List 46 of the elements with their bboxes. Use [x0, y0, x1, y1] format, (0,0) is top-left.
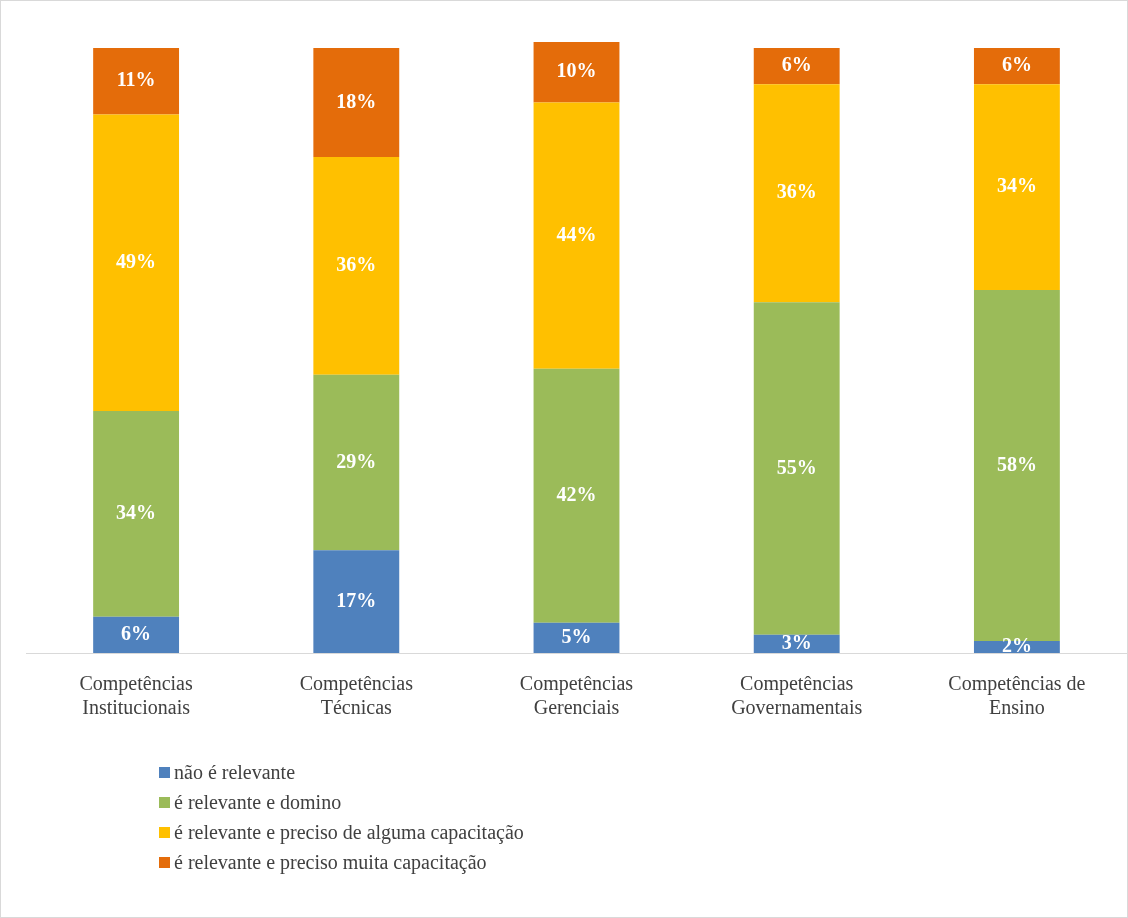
- data-label: 58%: [996, 452, 1037, 475]
- bar: [533, 368, 620, 623]
- bar: [753, 84, 840, 303]
- data-label: 34%: [116, 501, 157, 524]
- data-label: 49%: [116, 249, 157, 272]
- x-tick-label: Competências Governamentais: [731, 672, 863, 719]
- bar: [313, 550, 400, 653]
- data-label: 34%: [996, 174, 1037, 197]
- x-tick-label: Competências Institucionais: [79, 672, 193, 719]
- data-label: 42%: [556, 482, 597, 505]
- legend-label: não é relevante: [174, 760, 296, 784]
- bar: [753, 48, 840, 85]
- bar: [533, 42, 620, 103]
- bar: [93, 48, 180, 115]
- legend-label: é relevante e domino: [174, 790, 342, 814]
- data-label: 17%: [336, 588, 377, 611]
- data-label: 18%: [336, 89, 377, 112]
- data-label: 29%: [336, 449, 377, 472]
- bar: [753, 302, 840, 635]
- bar: [533, 102, 620, 369]
- data-label: 55%: [776, 455, 817, 478]
- legend-label: é relevante e preciso muita capacitação: [174, 850, 487, 874]
- data-label: 36%: [776, 180, 817, 203]
- bar: [533, 622, 620, 653]
- x-tick-label: Competências Técnicas: [299, 672, 414, 719]
- data-label: 10%: [556, 59, 597, 82]
- bar: [93, 411, 180, 617]
- bar: [93, 616, 180, 653]
- data-label: 6%: [1001, 53, 1032, 76]
- data-label: 5%: [561, 625, 592, 648]
- bar: [973, 48, 1060, 85]
- x-tick-label: Competências de Ensino: [948, 672, 1086, 719]
- legend-label: é relevante e preciso de alguma capacitação: [174, 820, 524, 844]
- data-label: 44%: [556, 222, 597, 245]
- data-label: 11%: [116, 68, 156, 91]
- bar: [313, 156, 400, 375]
- x-tick-label: Competências Gerenciais: [519, 672, 634, 719]
- bar: [973, 84, 1060, 291]
- data-label: 36%: [336, 253, 377, 275]
- data-label: 6%: [121, 622, 152, 645]
- bar: [313, 48, 400, 157]
- data-label: 3%: [781, 631, 812, 654]
- bar: [313, 374, 400, 551]
- data-label: 2%: [1001, 634, 1032, 657]
- data-label: 6%: [781, 53, 812, 76]
- bar: [93, 114, 180, 412]
